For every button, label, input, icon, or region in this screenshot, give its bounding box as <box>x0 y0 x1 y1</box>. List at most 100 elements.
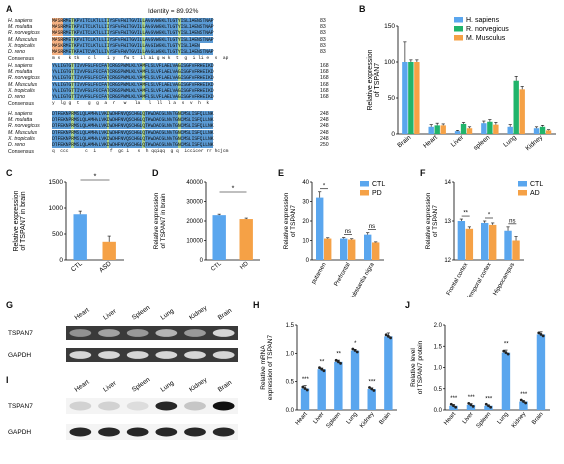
band <box>212 329 235 337</box>
species-label: M. Musculus <box>8 81 38 88</box>
species-label: X. tropicalis <box>8 135 35 142</box>
band <box>184 329 206 337</box>
data-point <box>305 388 309 392</box>
panel-label-c: C <box>6 168 13 178</box>
bar <box>428 126 434 134</box>
band <box>184 427 206 437</box>
significance-mark: ** <box>320 360 325 366</box>
band <box>98 351 120 359</box>
y-axis-label: Relative mRNA <box>260 345 267 390</box>
data-point <box>353 349 357 352</box>
consensus-label: Consensus <box>8 149 34 156</box>
x-tick-label: Lung <box>346 411 359 425</box>
bar <box>73 214 87 260</box>
sequence-row: YVLIGTGTTIVVFGLFGCFATCRGSPWMLKLYAMFLSLVF… <box>52 63 214 69</box>
species-label: D. reno <box>8 94 26 100</box>
chart-j-protein: 0.0 0.5 1.0 1.5 2.0 Relative level of TSPAN7 p… <box>410 323 550 430</box>
band <box>126 351 149 359</box>
bar <box>512 240 520 260</box>
y-axis-label: Relative expression <box>425 192 432 249</box>
legend-swatch <box>454 17 463 23</box>
sequence-position: 248 <box>320 111 329 117</box>
species-label: M. mulatta <box>8 69 33 76</box>
species-label: M. mulatta <box>8 117 33 124</box>
significance-mark: * <box>488 213 491 219</box>
y-axis-label: of TSPAN7 protein <box>417 340 424 394</box>
data-point <box>484 402 488 406</box>
lane-label: Liver <box>102 307 118 321</box>
species-label: M. Musculus <box>8 36 38 43</box>
bar <box>519 89 525 134</box>
band <box>155 401 178 411</box>
x-tick-label: Lung <box>502 134 518 149</box>
sequence-row: YVLIGTGTTIVVFGLFGCFATCRGSPWMLKLYAMFLSLVF… <box>52 69 214 76</box>
y-tick-label: 1000 <box>49 205 64 212</box>
legend-swatch <box>518 190 527 196</box>
consensus-label: Consensus <box>8 101 34 108</box>
bar <box>536 334 546 410</box>
y-tick-label: 2.0 <box>434 323 443 329</box>
blot-strip <box>66 348 238 362</box>
legend-label: H. sapiens <box>466 17 500 24</box>
y-tick-label: 10000 <box>186 239 203 245</box>
bar <box>489 224 497 260</box>
significance-mark: ** <box>336 352 341 358</box>
lane-label: Brain <box>217 379 234 394</box>
panel-label-d: D <box>152 168 159 178</box>
blot-strip <box>66 398 238 414</box>
species-label: R. norvegicus <box>8 30 40 37</box>
bar <box>457 221 466 260</box>
y-axis-label: Relative expression <box>283 192 290 249</box>
x-tick-label: spleen <box>472 134 491 152</box>
bar <box>501 352 511 410</box>
y-tick-label: 14 <box>444 180 451 186</box>
sequence-row: MASRRMETKPVITCLKTLLIIYSFVFWITGVILLAVGVWG… <box>52 18 214 24</box>
data-point <box>318 366 321 370</box>
data-point <box>541 334 545 338</box>
significance-mark: ns <box>345 229 351 235</box>
panel-label-g: G <box>6 300 14 310</box>
data-point <box>384 333 388 337</box>
gel-g-rtpcr: Heart Liver Spleen Lung Kidney Brain TSPAN7 GAP… <box>8 304 238 362</box>
x-tick-label: Lung <box>497 411 510 425</box>
bar <box>539 126 546 134</box>
sequence-position: 83 <box>320 36 326 43</box>
row-label: GAPDH <box>8 352 31 359</box>
species-label: M. mulatta <box>8 24 33 31</box>
sequence-row: YVLIGTGTTIVVFGLFGCFATCRGSPWMLKLYAMFLSLVF… <box>52 87 214 94</box>
y-tick-label: 1.5 <box>286 323 295 329</box>
sequence-position: 83 <box>320 49 326 55</box>
species-label: R. norvegicus <box>8 75 40 82</box>
y-tick-label: 30000 <box>186 200 203 206</box>
x-tick-label: Temporal cortex <box>466 262 493 297</box>
sequence-position: 248 <box>320 117 329 124</box>
sequence-position: 248 <box>320 135 329 142</box>
band <box>69 401 92 411</box>
band <box>98 427 120 437</box>
band <box>184 351 206 359</box>
band <box>69 351 92 359</box>
x-tick-label: Kidney <box>524 134 544 153</box>
band <box>155 351 178 359</box>
sequence-position: 168 <box>320 75 329 82</box>
y-tick-label: 100 <box>384 59 395 66</box>
y-axis-label: of TSPAN7 <box>374 63 381 97</box>
x-tick-label: Frontal cortex <box>446 262 470 297</box>
x-tick-label: Brain <box>396 134 412 149</box>
x-tick-label: Heart <box>443 411 457 426</box>
bar <box>545 130 552 134</box>
y-tick-label: 0 <box>306 258 310 264</box>
sequence-row: MASRRMETKPVITCLKTLLIIYSFVFWITGVILLAVGVWG… <box>52 24 214 31</box>
consensus-sequence: m s k tk c l i y fw t il ai g w k t g i … <box>52 56 229 62</box>
row-label: TSPAN7 <box>8 330 33 337</box>
legend-label: CTL <box>530 181 543 188</box>
y-tick-label: 1.5 <box>434 344 443 350</box>
y-tick-label: 30 <box>302 200 309 206</box>
sequence-position: 168 <box>320 87 329 94</box>
sequence-row: DTFEKNPRMSLQLAMHVLVKDWDHFNVQSCHGLQTKWDAC… <box>52 129 214 136</box>
band <box>69 329 92 337</box>
chart-c-asd: 0 500 1000 1500 Relative expression of TSPAN7… <box>13 172 124 274</box>
sequence-position: 168 <box>320 69 329 76</box>
x-tick-label: Heart <box>295 411 309 426</box>
x-tick-label: CTL <box>210 261 223 273</box>
